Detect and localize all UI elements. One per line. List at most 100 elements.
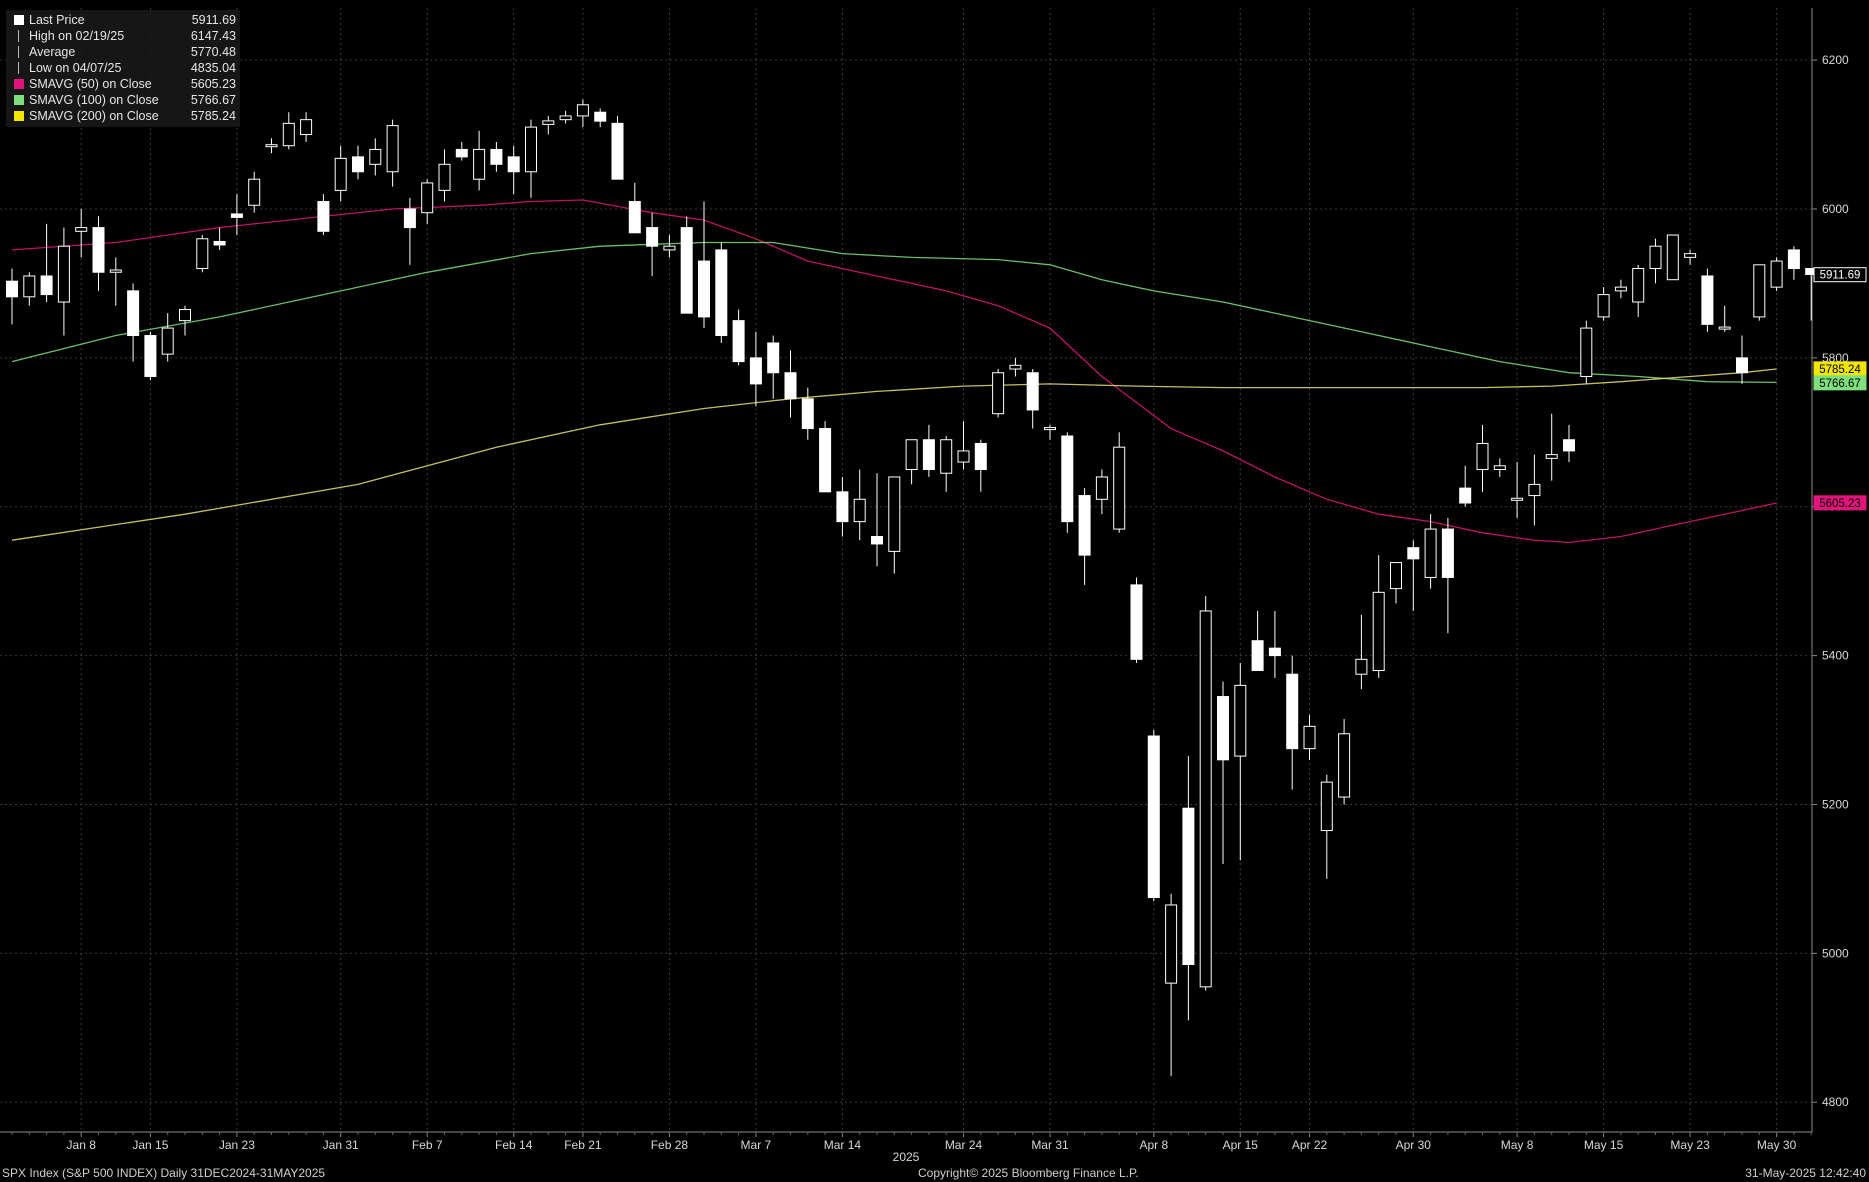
y-tick-label: 5200	[1822, 797, 1849, 811]
candle-body	[369, 148, 382, 165]
legend-item-high: High on 02/19/25 6147.43	[10, 28, 236, 44]
x-tick-label: Apr 30	[1396, 1138, 1432, 1152]
candle-body	[1736, 357, 1748, 374]
x-tick-label: Mar 7	[741, 1138, 772, 1152]
candle-body	[542, 120, 555, 125]
x-tick-label: Feb 7	[412, 1138, 443, 1152]
x-tick-label: Mar 14	[824, 1138, 862, 1152]
y-tick-label: 6200	[1822, 53, 1849, 67]
candle-body	[1320, 781, 1333, 832]
x-tick-label: Apr 15	[1223, 1138, 1259, 1152]
candle-body	[698, 260, 710, 318]
candle-body	[732, 320, 745, 363]
candle-body	[1684, 253, 1697, 258]
candle-body	[455, 148, 468, 158]
candle-body	[1597, 294, 1610, 318]
candle-body	[1372, 591, 1385, 671]
candle-body	[992, 372, 1005, 415]
average-tick-icon	[14, 46, 24, 58]
sma50-swatch-icon	[14, 79, 24, 89]
candle-body	[317, 201, 330, 232]
x-tick-label: Jan 8	[67, 1138, 97, 1152]
candle-body	[1511, 497, 1524, 501]
candle-body	[1061, 435, 1074, 523]
sma100-swatch-icon	[14, 95, 24, 105]
y-tick-label: 5400	[1822, 649, 1849, 663]
candle-body	[853, 498, 866, 523]
candle-body	[403, 208, 416, 229]
candle-body	[386, 125, 399, 173]
candle-body	[1441, 528, 1454, 578]
candle-body	[1147, 735, 1160, 899]
candle-body	[1355, 658, 1368, 675]
candle-body	[767, 342, 780, 374]
candle-icon	[14, 15, 24, 25]
candle-body	[749, 357, 762, 385]
candle-body	[801, 398, 814, 430]
candle-body	[1493, 465, 1506, 471]
candle-body	[473, 148, 486, 180]
candle-body	[421, 182, 434, 214]
candle-body	[57, 245, 70, 303]
candle-body	[265, 144, 278, 148]
candle-body	[109, 269, 122, 273]
candle-body	[1718, 326, 1731, 330]
x-tick-label: May 30	[1757, 1138, 1797, 1152]
legend: Last Price 5911.69 High on 02/19/25 6147…	[6, 10, 240, 127]
candle-body	[144, 335, 157, 377]
candle-body	[213, 240, 226, 246]
candle-body	[957, 450, 970, 463]
candle-body	[1165, 904, 1178, 984]
price-label-box	[1813, 495, 1867, 511]
candle-body	[1217, 696, 1229, 761]
candle-body	[1701, 275, 1714, 325]
candle-body	[836, 491, 849, 523]
candle-body	[1026, 372, 1039, 411]
candle-body	[1649, 245, 1662, 270]
candle-body	[230, 213, 243, 218]
legend-item-sma200: SMAVG (200) on Close 5785.24	[10, 108, 236, 124]
legend-item-last-price: Last Price 5911.69	[10, 12, 236, 28]
x-tick-label: Feb 14	[495, 1138, 533, 1152]
candle-body	[1182, 807, 1195, 966]
candle-body	[1338, 733, 1351, 798]
candle-body	[300, 119, 313, 136]
candle-body	[1303, 725, 1316, 750]
candle-body	[1390, 562, 1402, 590]
candle-body	[1286, 673, 1299, 750]
candle-body	[1632, 268, 1645, 303]
x-tick-label: Jan 31	[323, 1138, 359, 1152]
candle-body	[40, 275, 53, 296]
x-tick-label: Feb 21	[564, 1138, 602, 1152]
footer-timestamp: 31-May-2025 12:42:40	[1745, 1166, 1866, 1180]
candle-body	[1753, 264, 1766, 318]
price-label-text: 5785.24	[1819, 364, 1861, 376]
candle-body	[663, 245, 676, 251]
candle-body	[1787, 249, 1800, 270]
legend-item-sma100: SMAVG (100) on Close 5766.67	[10, 92, 236, 108]
price-label-box	[1813, 267, 1867, 283]
candle-body	[1268, 647, 1281, 657]
candle-body	[179, 308, 191, 322]
price-label-box	[1813, 375, 1867, 391]
x-tick-label: Apr 8	[1139, 1138, 1168, 1152]
candle-body	[1407, 547, 1420, 560]
candle-body	[1044, 427, 1056, 431]
candle-body	[628, 201, 641, 234]
sma200-swatch-icon	[14, 111, 24, 121]
candle-body	[594, 111, 607, 122]
legend-item-low: Low on 04/07/25 4835.04	[10, 60, 236, 76]
x-tick-label: Feb 28	[651, 1138, 689, 1152]
candle-body	[1459, 487, 1472, 504]
candle-body	[611, 122, 624, 180]
sma50-line	[11, 199, 1777, 544]
candle-body	[871, 536, 883, 545]
candle-body	[1251, 640, 1264, 671]
candle-body	[1614, 286, 1627, 292]
candle-body	[334, 157, 347, 191]
candle-body	[1130, 584, 1143, 660]
candle-body	[438, 163, 451, 191]
y-tick-label: 6000	[1822, 202, 1849, 216]
price-label-text: 5766.67	[1819, 378, 1861, 390]
footer-ticker-info: SPX Index (S&P 500 INDEX) Daily 31DEC202…	[2, 1166, 326, 1180]
